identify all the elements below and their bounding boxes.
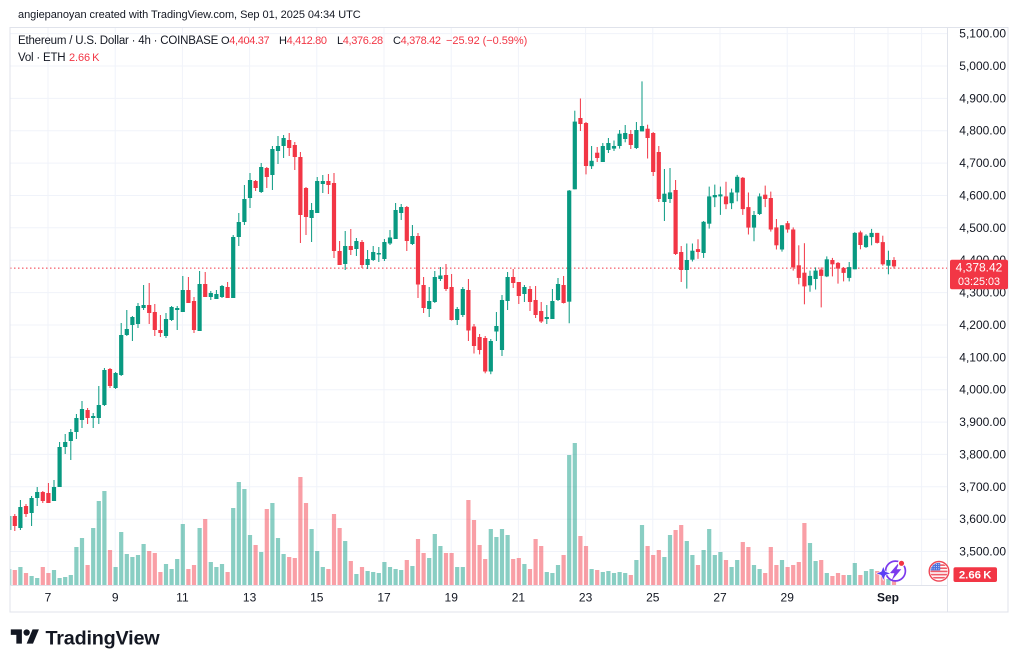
svg-text:03:25:03: 03:25:03 — [958, 276, 1000, 288]
svg-text:19: 19 — [445, 591, 459, 605]
svg-text:15: 15 — [310, 591, 324, 605]
svg-text:9: 9 — [112, 591, 119, 605]
svg-text:4,200.00: 4,200.00 — [959, 318, 1006, 332]
svg-text:5,100.00: 5,100.00 — [959, 27, 1006, 41]
svg-text:Sep: Sep — [877, 591, 899, 605]
svg-text:4,000.00: 4,000.00 — [959, 383, 1006, 397]
svg-text:4,378.42: 4,378.42 — [956, 261, 1003, 275]
svg-text:4,700.00: 4,700.00 — [959, 156, 1006, 170]
svg-text:5,000.00: 5,000.00 — [959, 59, 1006, 73]
svg-text:27: 27 — [713, 591, 727, 605]
svg-text:2.66 K: 2.66 K — [69, 52, 100, 64]
svg-text:23: 23 — [579, 591, 593, 605]
svg-text:TradingView: TradingView — [46, 628, 161, 650]
svg-text:4,100.00: 4,100.00 — [959, 350, 1006, 364]
svg-text:4,500.00: 4,500.00 — [959, 221, 1006, 235]
svg-text:3,500.00: 3,500.00 — [959, 545, 1006, 559]
svg-text:4,800.00: 4,800.00 — [959, 124, 1006, 138]
svg-text:angiepanoyan created with Trad: angiepanoyan created with TradingView.co… — [18, 9, 361, 21]
svg-text:3,700.00: 3,700.00 — [959, 480, 1006, 494]
svg-text:25: 25 — [646, 591, 660, 605]
svg-text:11: 11 — [176, 591, 189, 605]
svg-text:4,900.00: 4,900.00 — [959, 91, 1006, 105]
svg-text:7: 7 — [45, 591, 52, 605]
svg-text:Ethereum / U.S. Dollar · 4h ·: Ethereum / U.S. Dollar · 4h · COINBASE O4… — [18, 35, 527, 47]
svg-text:29: 29 — [781, 591, 795, 605]
svg-text:Vol · ETH: Vol · ETH — [18, 52, 65, 64]
svg-text:3,800.00: 3,800.00 — [959, 447, 1006, 461]
svg-text:3,900.00: 3,900.00 — [959, 415, 1006, 429]
svg-text:3,600.00: 3,600.00 — [959, 512, 1006, 526]
svg-text:2.66 K: 2.66 K — [959, 570, 992, 582]
svg-text:4,600.00: 4,600.00 — [959, 189, 1006, 203]
svg-text:13: 13 — [243, 591, 257, 605]
svg-text:21: 21 — [512, 591, 526, 605]
svg-text:17: 17 — [377, 591, 391, 605]
